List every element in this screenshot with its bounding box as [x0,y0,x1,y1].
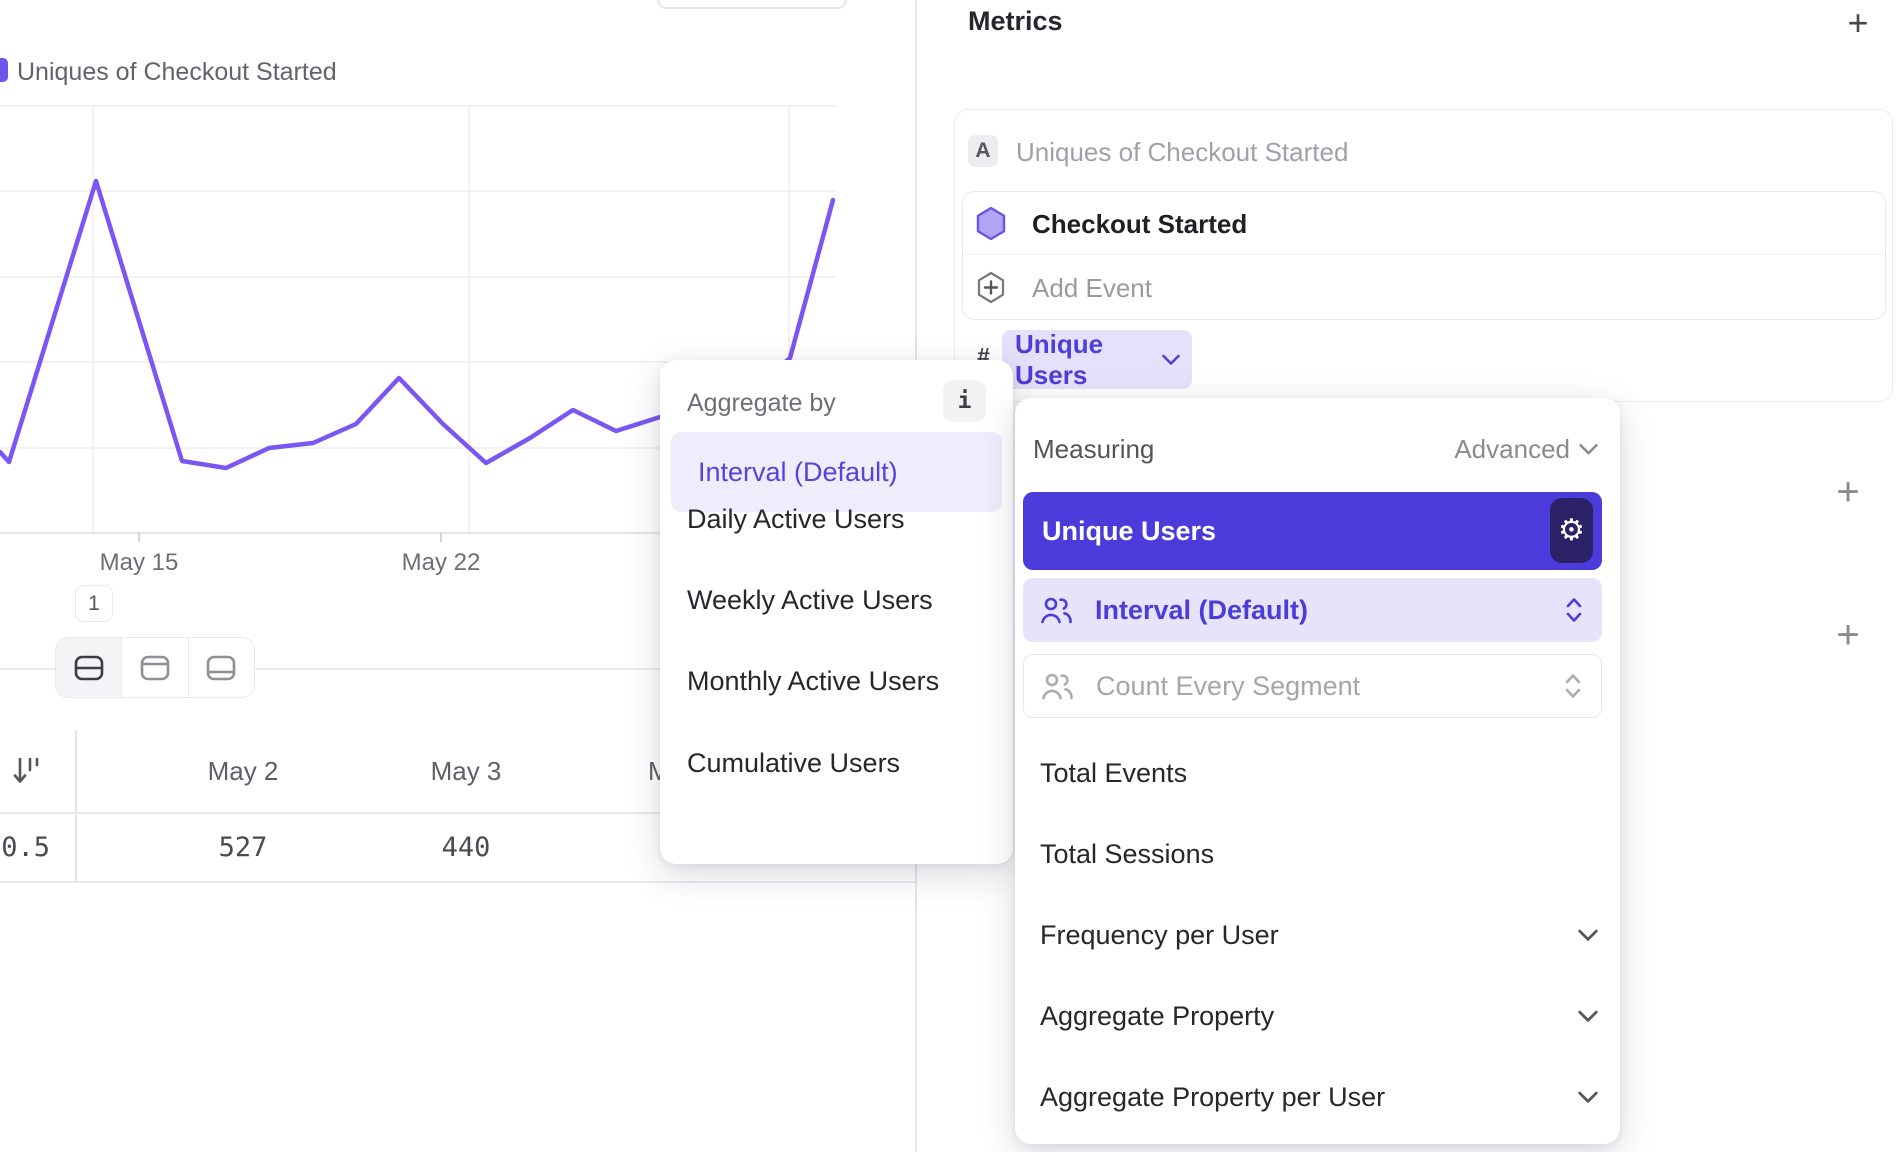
series-count-label: 1 [88,591,100,615]
x-axis-tick-label: May 22 [401,549,481,576]
metric-name-input[interactable]: Uniques of Checkout Started [1016,137,1349,167]
split-view-icon [74,655,103,680]
add-row-button[interactable]: + [1826,613,1870,657]
event-card [962,191,1886,320]
plus-icon: + [1847,2,1869,43]
aggregate-option[interactable]: Cumulative Users [687,748,901,778]
chevron-down-icon [1578,1010,1598,1022]
add-row-button[interactable]: + [1826,470,1870,514]
table-cell-value: 440 [441,832,491,863]
table-column-divider [75,730,77,882]
event-hexagon-icon [976,206,1006,241]
event-name[interactable]: Checkout Started [1032,209,1248,239]
metric-letter-badge: A [968,135,998,167]
advanced-toggle[interactable]: Advanced [1454,435,1598,463]
layout-table-only-button[interactable] [189,638,254,697]
chevron-down-icon [1162,354,1180,365]
table-row-border [0,881,916,883]
users-icon [1042,673,1073,700]
add-event-label[interactable]: Add Event [1032,273,1152,303]
measure-option[interactable]: Total Events [1040,758,1188,788]
plus-icon: + [1836,469,1860,514]
measuring-title: Measuring [1033,434,1155,464]
info-button[interactable]: i [943,380,986,422]
legend-color-swatch [0,58,8,82]
table-cell-value: 527 [218,832,268,863]
table-column-header[interactable]: May 3 [430,756,502,786]
table-header-border [0,812,916,814]
metrics-panel-title: Metrics [968,6,1063,36]
chart-table-splitter[interactable] [0,668,916,670]
users-icon [1041,597,1072,624]
measuring-popup: Measuring Advanced Unique Users ⚙ Interv… [1015,398,1620,1144]
table-column-header[interactable]: May 2 [207,756,279,786]
table-cell-value: 0.5 [1,832,50,863]
series-count-button[interactable]: 1 [75,585,113,622]
layout-chart-only-button[interactable] [122,638,189,697]
interval-selector[interactable]: Interval (Default) [1023,578,1602,642]
info-icon: i [957,388,972,414]
segment-selector[interactable]: Count Every Segment [1023,654,1602,718]
add-event-icon[interactable] [977,271,1005,304]
chevron-down-icon [1579,443,1598,454]
measurement-chip-label: Unique Users [1015,328,1104,390]
layout-split-view-button[interactable] [56,638,123,697]
measure-option[interactable]: Aggregate Property [1040,1001,1275,1031]
legend-series-label[interactable]: Uniques of Checkout Started [17,58,337,86]
advanced-label: Advanced [1454,434,1570,464]
up-down-chevron-icon [1565,674,1581,698]
aggregate-option-selected[interactable]: Interval (Default) [671,432,1002,512]
measure-option-label: Unique Users [1042,515,1217,546]
measure-option-unique-users[interactable]: Unique Users ⚙ [1023,492,1602,570]
aggregate-option[interactable]: Daily Active Users [687,504,905,534]
measure-option[interactable]: Aggregate Property per User [1040,1082,1386,1112]
chevron-down-icon [1578,1091,1598,1103]
measure-option[interactable]: Total Sessions [1040,839,1215,869]
aggregate-by-popup: Aggregate by i Interval (Default) Daily A… [660,360,1013,864]
up-down-chevron-icon [1566,598,1582,622]
metric-letter: A [975,139,991,162]
aggregate-option[interactable]: Weekly Active Users [687,585,933,615]
sort-descending-icon[interactable] [13,755,39,787]
chevron-down-icon [1578,929,1598,941]
plus-icon: + [1836,612,1860,657]
table-only-icon [207,655,236,680]
x-axis-tick-label: May 15 [99,549,179,576]
measure-settings-button[interactable]: ⚙ [1550,498,1593,563]
add-metric-button[interactable]: + [1838,0,1878,46]
interval-selector-label: Interval (Default) [1095,594,1309,625]
aggregate-by-title: Aggregate by [687,389,836,417]
gear-icon: ⚙ [1558,513,1585,547]
top-partial-button[interactable] [657,0,847,9]
aggregate-option[interactable]: Monthly Active Users [687,666,940,696]
layout-toggle-group [55,637,255,698]
segment-selector-label: Count Every Segment [1096,670,1361,701]
event-row-divider [963,254,1885,255]
chart-only-icon [140,655,170,680]
measurement-chip[interactable]: Unique Users [1002,328,1192,390]
measure-option[interactable]: Frequency per User [1040,920,1279,950]
